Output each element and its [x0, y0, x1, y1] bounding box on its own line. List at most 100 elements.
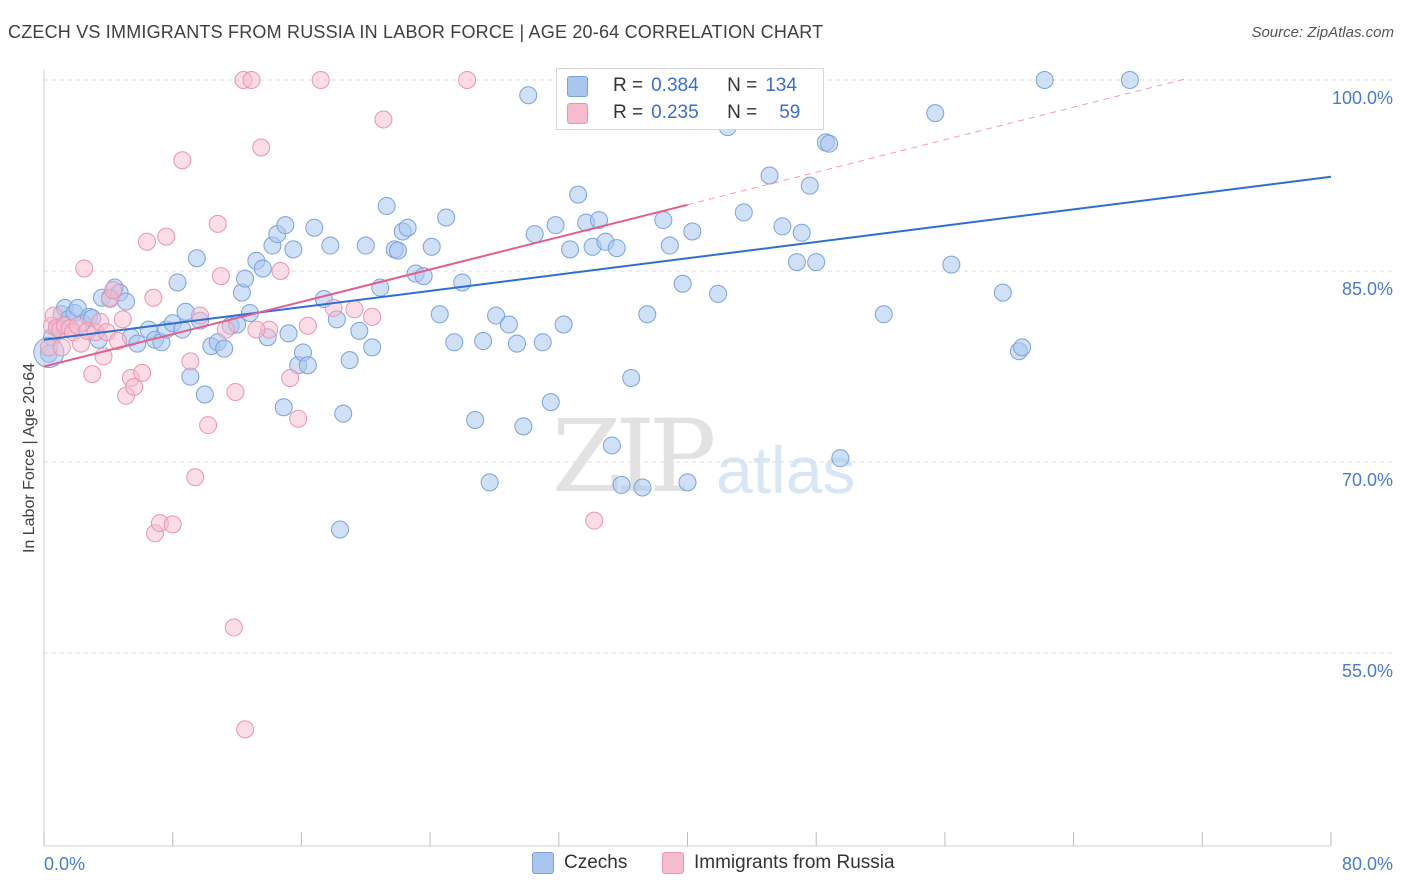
czech-point	[340, 351, 359, 370]
czech-point	[305, 218, 324, 237]
correlation-legend: R = 0.384 N = 134 R = 0.235 N = 59	[556, 68, 824, 130]
russia-trend-extension	[687, 78, 1187, 206]
legend-n-label: N =	[727, 75, 758, 96]
y-tick-label: 70.0%	[1342, 470, 1393, 490]
czech-point	[331, 520, 350, 539]
russia-point	[109, 332, 128, 351]
russia-point	[226, 382, 245, 401]
russia-point	[157, 227, 176, 246]
czech-point	[298, 356, 317, 375]
czech-point	[437, 208, 456, 227]
czech-point	[792, 223, 811, 242]
gridlines	[44, 79, 1394, 654]
bottom-legend-label-russia: Immigrants from Russia	[694, 852, 895, 873]
russia-trend-line	[43, 203, 688, 368]
czech-point	[422, 237, 441, 256]
russia-point	[133, 363, 152, 382]
russia-point	[144, 288, 163, 307]
tick-labels: 55.0% 70.0% 85.0% 100.0% 0.0% 80.0%	[44, 88, 1393, 874]
czech-point	[660, 236, 679, 255]
czech-point	[820, 134, 839, 153]
czech-point	[356, 236, 375, 255]
czech-point	[466, 410, 485, 429]
czech-point	[398, 218, 417, 237]
czech-point	[787, 253, 806, 272]
russia-point	[163, 515, 182, 534]
czech-point	[709, 284, 728, 303]
czech-point	[514, 417, 533, 436]
czech-point	[633, 478, 652, 497]
czech-point	[612, 475, 631, 494]
czech-point	[430, 305, 449, 324]
russia-point	[242, 71, 261, 89]
russia-point	[137, 232, 156, 251]
y-tick-label: 85.0%	[1342, 279, 1393, 299]
trend-lines	[43, 78, 1332, 368]
russia-point	[83, 365, 102, 384]
russia-point	[52, 338, 71, 357]
russia-point	[211, 267, 230, 286]
czech-point	[673, 274, 692, 293]
czech-point	[445, 333, 464, 352]
legend-row-russia: R = 0.235 N = 59	[567, 100, 800, 126]
source-credit: Source: ZipAtlas.com	[1251, 24, 1394, 41]
czech-point	[654, 211, 673, 230]
czech-point	[187, 249, 206, 268]
czech-trend-line	[43, 175, 1332, 341]
russia-point	[374, 110, 393, 129]
russia-point	[311, 71, 330, 89]
czech-point	[773, 217, 792, 236]
russia-point	[289, 409, 308, 428]
czech-point	[622, 368, 641, 387]
russia-point	[252, 138, 271, 157]
legend-r-label: R =	[613, 75, 644, 96]
czech-point	[800, 176, 819, 195]
legend-r-value-russia: 0.235	[651, 102, 699, 123]
czech-points	[33, 68, 1139, 539]
russia-point	[585, 511, 604, 530]
x-tick-label: 0.0%	[44, 854, 85, 874]
czech-point	[350, 321, 369, 340]
czech-point	[942, 255, 961, 274]
russia-point	[186, 468, 205, 487]
legend-swatch-russia	[567, 103, 588, 124]
czech-point	[546, 216, 565, 235]
chart-title: CZECH VS IMMIGRANTS FROM RUSSIA IN LABOR…	[8, 22, 824, 42]
russia-point	[458, 71, 477, 89]
watermark-atlas: atlas	[716, 433, 856, 507]
y-tick-label: 55.0%	[1342, 661, 1393, 681]
russia-points	[39, 71, 604, 739]
russia-point	[208, 214, 227, 233]
legend-r-label: R =	[613, 102, 644, 123]
czech-point	[181, 367, 200, 386]
czech-point	[807, 253, 826, 272]
czech-point	[561, 240, 580, 259]
czech-point	[276, 216, 295, 235]
bottom-legend-label-czechs: Czechs	[564, 852, 628, 873]
czech-point	[507, 334, 526, 353]
y-axis-label: In Labor Force | Age 20-64	[21, 363, 38, 553]
czech-point	[236, 269, 255, 288]
russia-point	[125, 377, 144, 396]
czech-point	[590, 211, 609, 230]
russia-point	[247, 320, 266, 339]
legend-row-czechs: R = 0.384 N = 134	[567, 73, 797, 99]
czech-point	[388, 241, 407, 260]
czech-point	[993, 283, 1012, 302]
czech-point	[926, 104, 945, 123]
czech-point	[321, 236, 340, 255]
czech-point	[554, 315, 573, 334]
czech-point	[607, 239, 626, 258]
russia-point	[236, 720, 255, 739]
czech-point	[195, 385, 214, 404]
czech-point	[1120, 71, 1139, 89]
russia-point	[113, 310, 132, 329]
y-tick-label: 100.0%	[1332, 88, 1393, 108]
czech-point	[541, 393, 560, 412]
czech-point	[215, 339, 234, 358]
legend-swatch-czechs	[567, 76, 588, 97]
czech-point	[602, 436, 621, 455]
czech-point	[274, 398, 293, 417]
czech-point	[480, 473, 499, 492]
legend-n-label: N =	[727, 102, 758, 123]
